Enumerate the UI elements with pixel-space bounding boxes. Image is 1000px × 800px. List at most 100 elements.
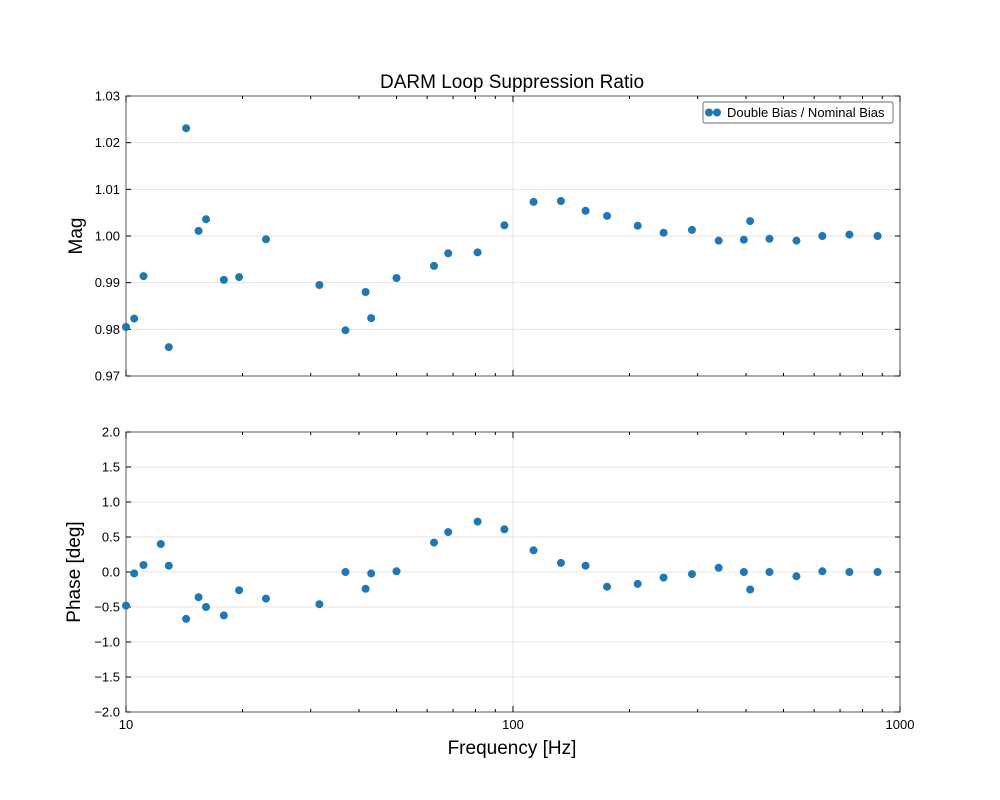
phase-data-point: [500, 525, 509, 534]
phase-data-point: [130, 569, 139, 578]
y-tick-label: 2.0: [102, 425, 120, 440]
legend: Double Bias / Nominal Bias: [702, 101, 894, 124]
phase-data-point: [633, 579, 642, 588]
phase-data-point: [261, 594, 270, 603]
y-tick-label: 1.01: [95, 182, 120, 197]
phase-data-point: [603, 582, 612, 591]
phase-data-point: [430, 538, 439, 547]
legend-label: Double Bias / Nominal Bias: [727, 105, 885, 120]
y-tick-label: 1.03: [95, 89, 120, 104]
y-tick-label: 0.99: [95, 275, 120, 290]
magnitude-data-point: [164, 343, 173, 352]
magnitude-data-point: [235, 273, 244, 282]
magnitude-data-point: [361, 288, 370, 296]
y-tick-label: 0.0: [102, 565, 120, 580]
y-tick-label: −2.0: [94, 705, 120, 720]
phase-data-point: [746, 585, 755, 594]
phase-data-point: [392, 567, 401, 576]
phase-data-point: [202, 603, 211, 611]
phase-axes: −2.0 −1.5 −1.0 −0.5 0.0 0.5 1.0 1.5 2.0 10 100 1000…: [64, 425, 914, 733]
phase-data-point: [714, 563, 723, 572]
phase-data-point: [156, 540, 165, 548]
magnitude-data-point: [818, 232, 827, 240]
magnitude-data-point: [633, 221, 642, 230]
phase-data-point: [659, 573, 668, 582]
magnitude-data-point: [529, 197, 538, 206]
x-tick-label: 1000: [886, 717, 915, 732]
phase-data-point: [235, 586, 244, 595]
phase-data-point: [845, 568, 854, 576]
magnitude-data-point: [122, 323, 130, 331]
phase-data-point: [581, 561, 590, 570]
magnitude-data-point: [130, 314, 139, 323]
y-tick-label: 0.97: [95, 369, 120, 384]
y-tick-label: 1.02: [95, 135, 120, 150]
phase-data-point: [687, 570, 696, 579]
magnitude-data-point: [430, 261, 439, 270]
y-axis-label: Phase [deg]: [64, 521, 85, 622]
magnitude-data-point: [659, 228, 668, 237]
phase-data-point: [818, 567, 827, 576]
phase-data-point: [361, 584, 370, 593]
chart-title: DARM Loop Suppression Ratio: [380, 72, 644, 93]
y-tick-label: 1.0: [102, 495, 120, 510]
y-tick-label: 1.00: [95, 229, 120, 244]
phase-data-point: [341, 568, 350, 576]
magnitude-data-point: [746, 217, 755, 226]
magnitude-data-point: [500, 221, 509, 230]
y-tick-label: 0.98: [95, 322, 120, 337]
magnitude-data-point: [202, 215, 211, 224]
phase-data-point: [473, 517, 482, 526]
magnitude-data-point: [139, 272, 148, 281]
magnitude-data-point: [687, 225, 696, 234]
x-axis-label: Frequency [Hz]: [448, 738, 577, 759]
y-tick-label: 0.5: [102, 530, 120, 545]
y-tick-label: 1.5: [102, 460, 120, 475]
y-tick-label: −1.0: [94, 635, 120, 650]
phase-data-point: [792, 572, 801, 581]
legend-marker-2: [713, 108, 721, 117]
phase-data-point: [529, 546, 538, 555]
phase-data-point: [139, 561, 148, 569]
magnitude-data-point: [444, 249, 453, 258]
magnitude-data-point: [341, 326, 350, 335]
magnitude-data-point: [873, 232, 882, 240]
magnitude-data-point: [182, 124, 191, 133]
magnitude-data-point: [581, 206, 590, 215]
phase-data-point: [315, 600, 324, 609]
x-tick-label: 10: [119, 717, 133, 732]
magnitude-data-point: [765, 234, 774, 243]
phase-data-point: [444, 528, 453, 537]
phase-data-point: [122, 601, 130, 610]
magnitude-data-point: [367, 314, 376, 323]
y-tick-label: −0.5: [94, 600, 120, 615]
magnitude-data-point: [219, 275, 228, 284]
magnitude-data-point: [714, 236, 723, 245]
magnitude-data-point: [473, 248, 482, 257]
legend-marker-1: [705, 108, 713, 117]
magnitude-data-point: [261, 235, 270, 244]
phase-data-point: [182, 614, 191, 623]
phase-data-point: [367, 569, 376, 578]
magnitude-data-point: [603, 211, 612, 220]
magnitude-data-point: [556, 197, 565, 205]
phase-data-point: [765, 568, 774, 576]
y-axis-label: Mag: [66, 218, 87, 255]
x-tick-label: 100: [502, 717, 524, 732]
magnitude-data-point: [845, 230, 854, 239]
phase-data-point: [873, 568, 882, 576]
magnitude-data-point: [739, 235, 748, 244]
magnitude-axes: 0.97 0.98 0.99 1.00 1.01 1.02 1.03 Mag: [66, 89, 901, 384]
phase-data-point: [739, 568, 748, 576]
magnitude-data-point: [792, 236, 801, 245]
magnitude-data-point: [194, 226, 203, 235]
phase-data-point: [556, 558, 565, 567]
legend-box: [702, 101, 894, 124]
phase-data-point: [219, 611, 228, 620]
phase-data-point: [164, 561, 173, 570]
y-tick-label: −1.5: [94, 670, 120, 685]
magnitude-data-point: [315, 281, 324, 289]
phase-data-point: [194, 593, 203, 602]
magnitude-data-point: [392, 274, 401, 282]
